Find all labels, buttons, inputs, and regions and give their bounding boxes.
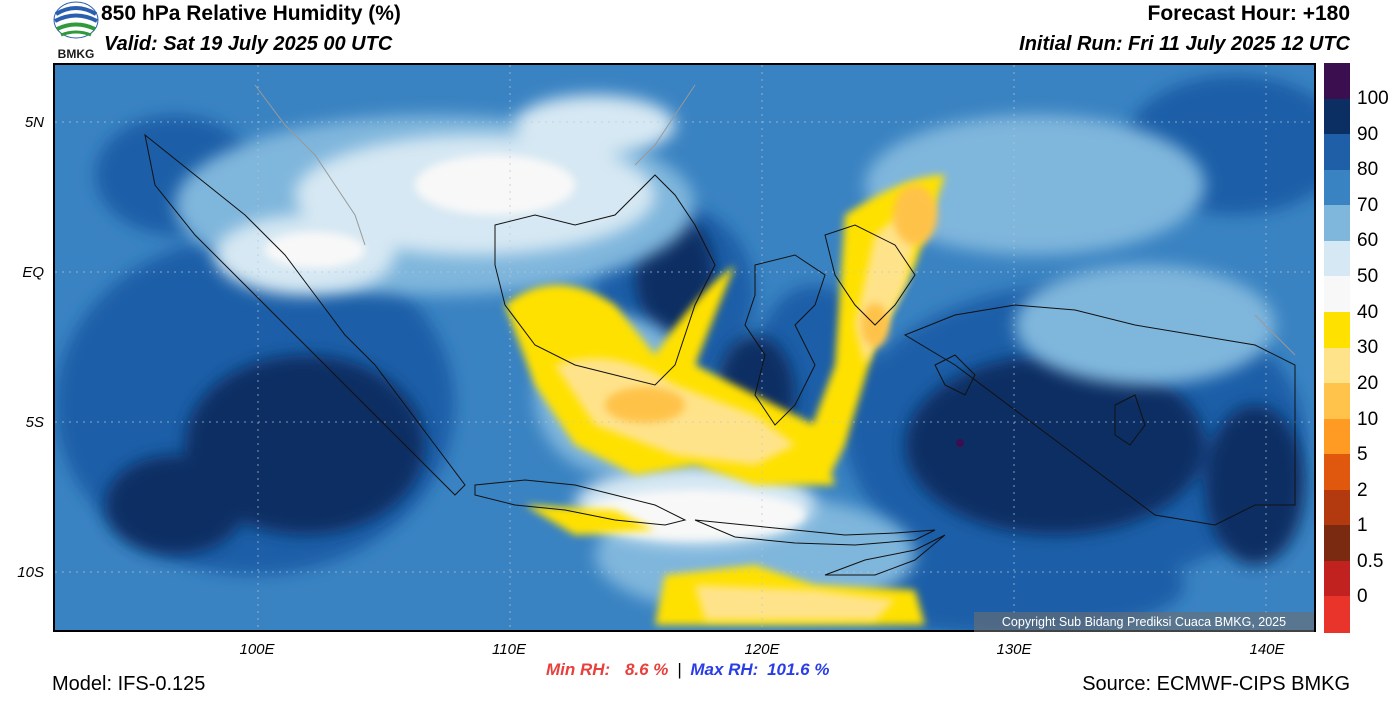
colorbar-segment bbox=[1324, 560, 1350, 597]
model-label: Model: IFS-0.125 bbox=[52, 673, 206, 695]
initial-run: Initial Run: Fri 11 July 2025 12 UTC bbox=[1019, 33, 1350, 55]
colorbar-label-70: 70 bbox=[1357, 195, 1379, 216]
lon-label-140e: 140E bbox=[1249, 641, 1285, 658]
colorbar-label-5: 5 bbox=[1357, 444, 1368, 465]
colorbar-segment bbox=[1324, 596, 1350, 633]
colorbar bbox=[1324, 63, 1350, 633]
humidity-field bbox=[55, 65, 1314, 630]
colorbar-segment bbox=[1324, 347, 1350, 384]
colorbar-label-90: 90 bbox=[1357, 124, 1379, 145]
chart-title: 850 hPa Relative Humidity (%) bbox=[101, 2, 401, 25]
colorbar-label-2: 2 bbox=[1357, 480, 1368, 501]
colorbar-segment bbox=[1324, 383, 1350, 420]
colorbar-label-10: 10 bbox=[1357, 409, 1379, 430]
coastline-lines bbox=[144, 133, 1296, 576]
colorbar-segment bbox=[1324, 311, 1350, 348]
source-label: Source: ECMWF-CIPS BMKG bbox=[1082, 673, 1350, 695]
colorbar-label-1: 1 bbox=[1357, 515, 1368, 536]
colorbar-label-50: 50 bbox=[1357, 266, 1379, 287]
lat-label-10s: 10S bbox=[17, 564, 44, 581]
colorbar-segment bbox=[1324, 240, 1350, 277]
logo-text: BMKG bbox=[57, 47, 95, 61]
bmkg-logo-icon bbox=[53, 1, 99, 39]
colorbar-label-40: 40 bbox=[1357, 302, 1379, 323]
colorbar-segment bbox=[1324, 98, 1350, 135]
humidity-map bbox=[53, 63, 1316, 632]
lat-label-5s: 5S bbox=[25, 414, 44, 431]
copyright-notice: Copyright Sub Bidang Prediksi Cuaca BMKG… bbox=[974, 612, 1314, 632]
colorbar-segment bbox=[1324, 276, 1350, 313]
colorbar-segment bbox=[1324, 205, 1350, 242]
colorbar-label-60: 60 bbox=[1357, 230, 1379, 251]
lon-label-120e: 120E bbox=[744, 641, 780, 658]
colorbar-segment bbox=[1324, 63, 1350, 100]
lon-label-100e: 100E bbox=[239, 641, 275, 658]
colorbar-segment bbox=[1324, 525, 1350, 562]
colorbar-label-30: 30 bbox=[1357, 337, 1379, 358]
colorbar-label-0-5: 0.5 bbox=[1357, 551, 1384, 572]
colorbar-label-80: 80 bbox=[1357, 159, 1379, 180]
colorbar-label-0: 0 bbox=[1357, 586, 1368, 607]
colorbar-label-100: 100 bbox=[1357, 88, 1389, 109]
min-rh-value: 8.6 % bbox=[624, 660, 669, 679]
lon-label-130e: 130E bbox=[996, 641, 1032, 658]
valid-time: Valid: Sat 19 July 2025 00 UTC bbox=[104, 33, 393, 55]
lat-label-eq: EQ bbox=[22, 264, 44, 281]
colorbar-segment bbox=[1324, 454, 1350, 491]
colorbar-segment bbox=[1324, 489, 1350, 526]
max-rh-value: 101.6 % bbox=[767, 660, 830, 679]
max-rh-label: Max RH: bbox=[690, 660, 759, 679]
lat-label-5n: 5N bbox=[24, 114, 44, 131]
colorbar-segment bbox=[1324, 169, 1350, 206]
min-max-separator: | bbox=[677, 660, 682, 679]
min-max-readout: Min RH: 8.6 % | Max RH: 101.6 % bbox=[546, 660, 829, 680]
colorbar-label-20: 20 bbox=[1357, 373, 1379, 394]
lon-label-110e: 110E bbox=[492, 641, 526, 658]
colorbar-segment bbox=[1324, 134, 1350, 171]
min-rh-label: Min RH: bbox=[546, 660, 611, 679]
colorbar-segment bbox=[1324, 418, 1350, 455]
forecast-hour: Forecast Hour: +180 bbox=[1147, 2, 1351, 25]
